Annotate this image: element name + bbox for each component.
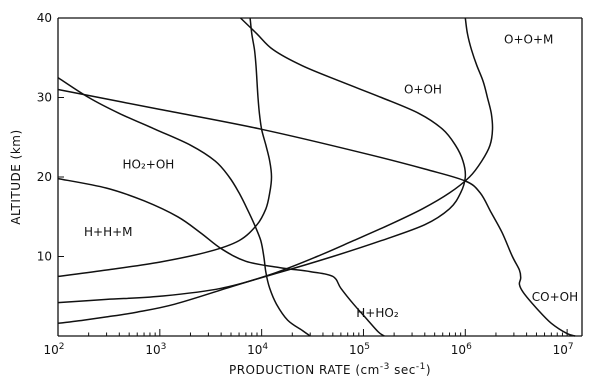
series-curve-o-plus-o-plus-m <box>57 17 494 325</box>
x-axis-label: PRODUCTION RATE (cm-3 sec-1) <box>229 362 431 377</box>
x-ticks: 102 103 104 105 106 107 <box>43 329 574 357</box>
series-label-h-plus-ho2: H+HO₂ <box>356 306 399 320</box>
x-tick-label: 103 <box>145 342 166 357</box>
series-labels: O+O+M O+OH HO₂+OH H+H+M H+HO₂ CO+OH <box>84 32 578 319</box>
series-label-co-plus-oh: CO+OH <box>532 290 578 304</box>
series-curve-o-plus-oh <box>57 17 467 304</box>
series-label-ho2-plus-oh: HO₂+OH <box>123 157 175 171</box>
x-tick-label: 106 <box>451 342 472 357</box>
y-ticks: 10 20 30 40 <box>37 11 64 264</box>
series-curve-h-plus-h-plus-m <box>57 17 273 278</box>
y-tick-label: 40 <box>37 11 52 25</box>
x-tick-label: 102 <box>43 342 64 357</box>
y-axis-label: ALTITUDE (km) <box>9 129 23 224</box>
series-curves <box>57 17 576 337</box>
series-curve-h-plus-ho2 <box>57 177 385 337</box>
y-tick-label: 30 <box>37 91 52 105</box>
x-tick-label: 107 <box>553 342 574 357</box>
series-label-o-plus-oh: O+OH <box>404 83 442 97</box>
plot-frame <box>57 17 583 337</box>
y-tick-label: 20 <box>37 170 52 184</box>
y-tick-label: 10 <box>37 250 52 264</box>
series-curve-co-plus-oh <box>57 88 576 337</box>
x-tick-label: 104 <box>247 342 268 357</box>
x-tick-label: 105 <box>349 342 370 357</box>
series-curve-ho2-plus-oh <box>57 76 311 337</box>
series-label-h-plus-h-plus-m: H+H+M <box>84 225 133 239</box>
series-label-o-plus-o-plus-m: O+O+M <box>504 32 553 46</box>
